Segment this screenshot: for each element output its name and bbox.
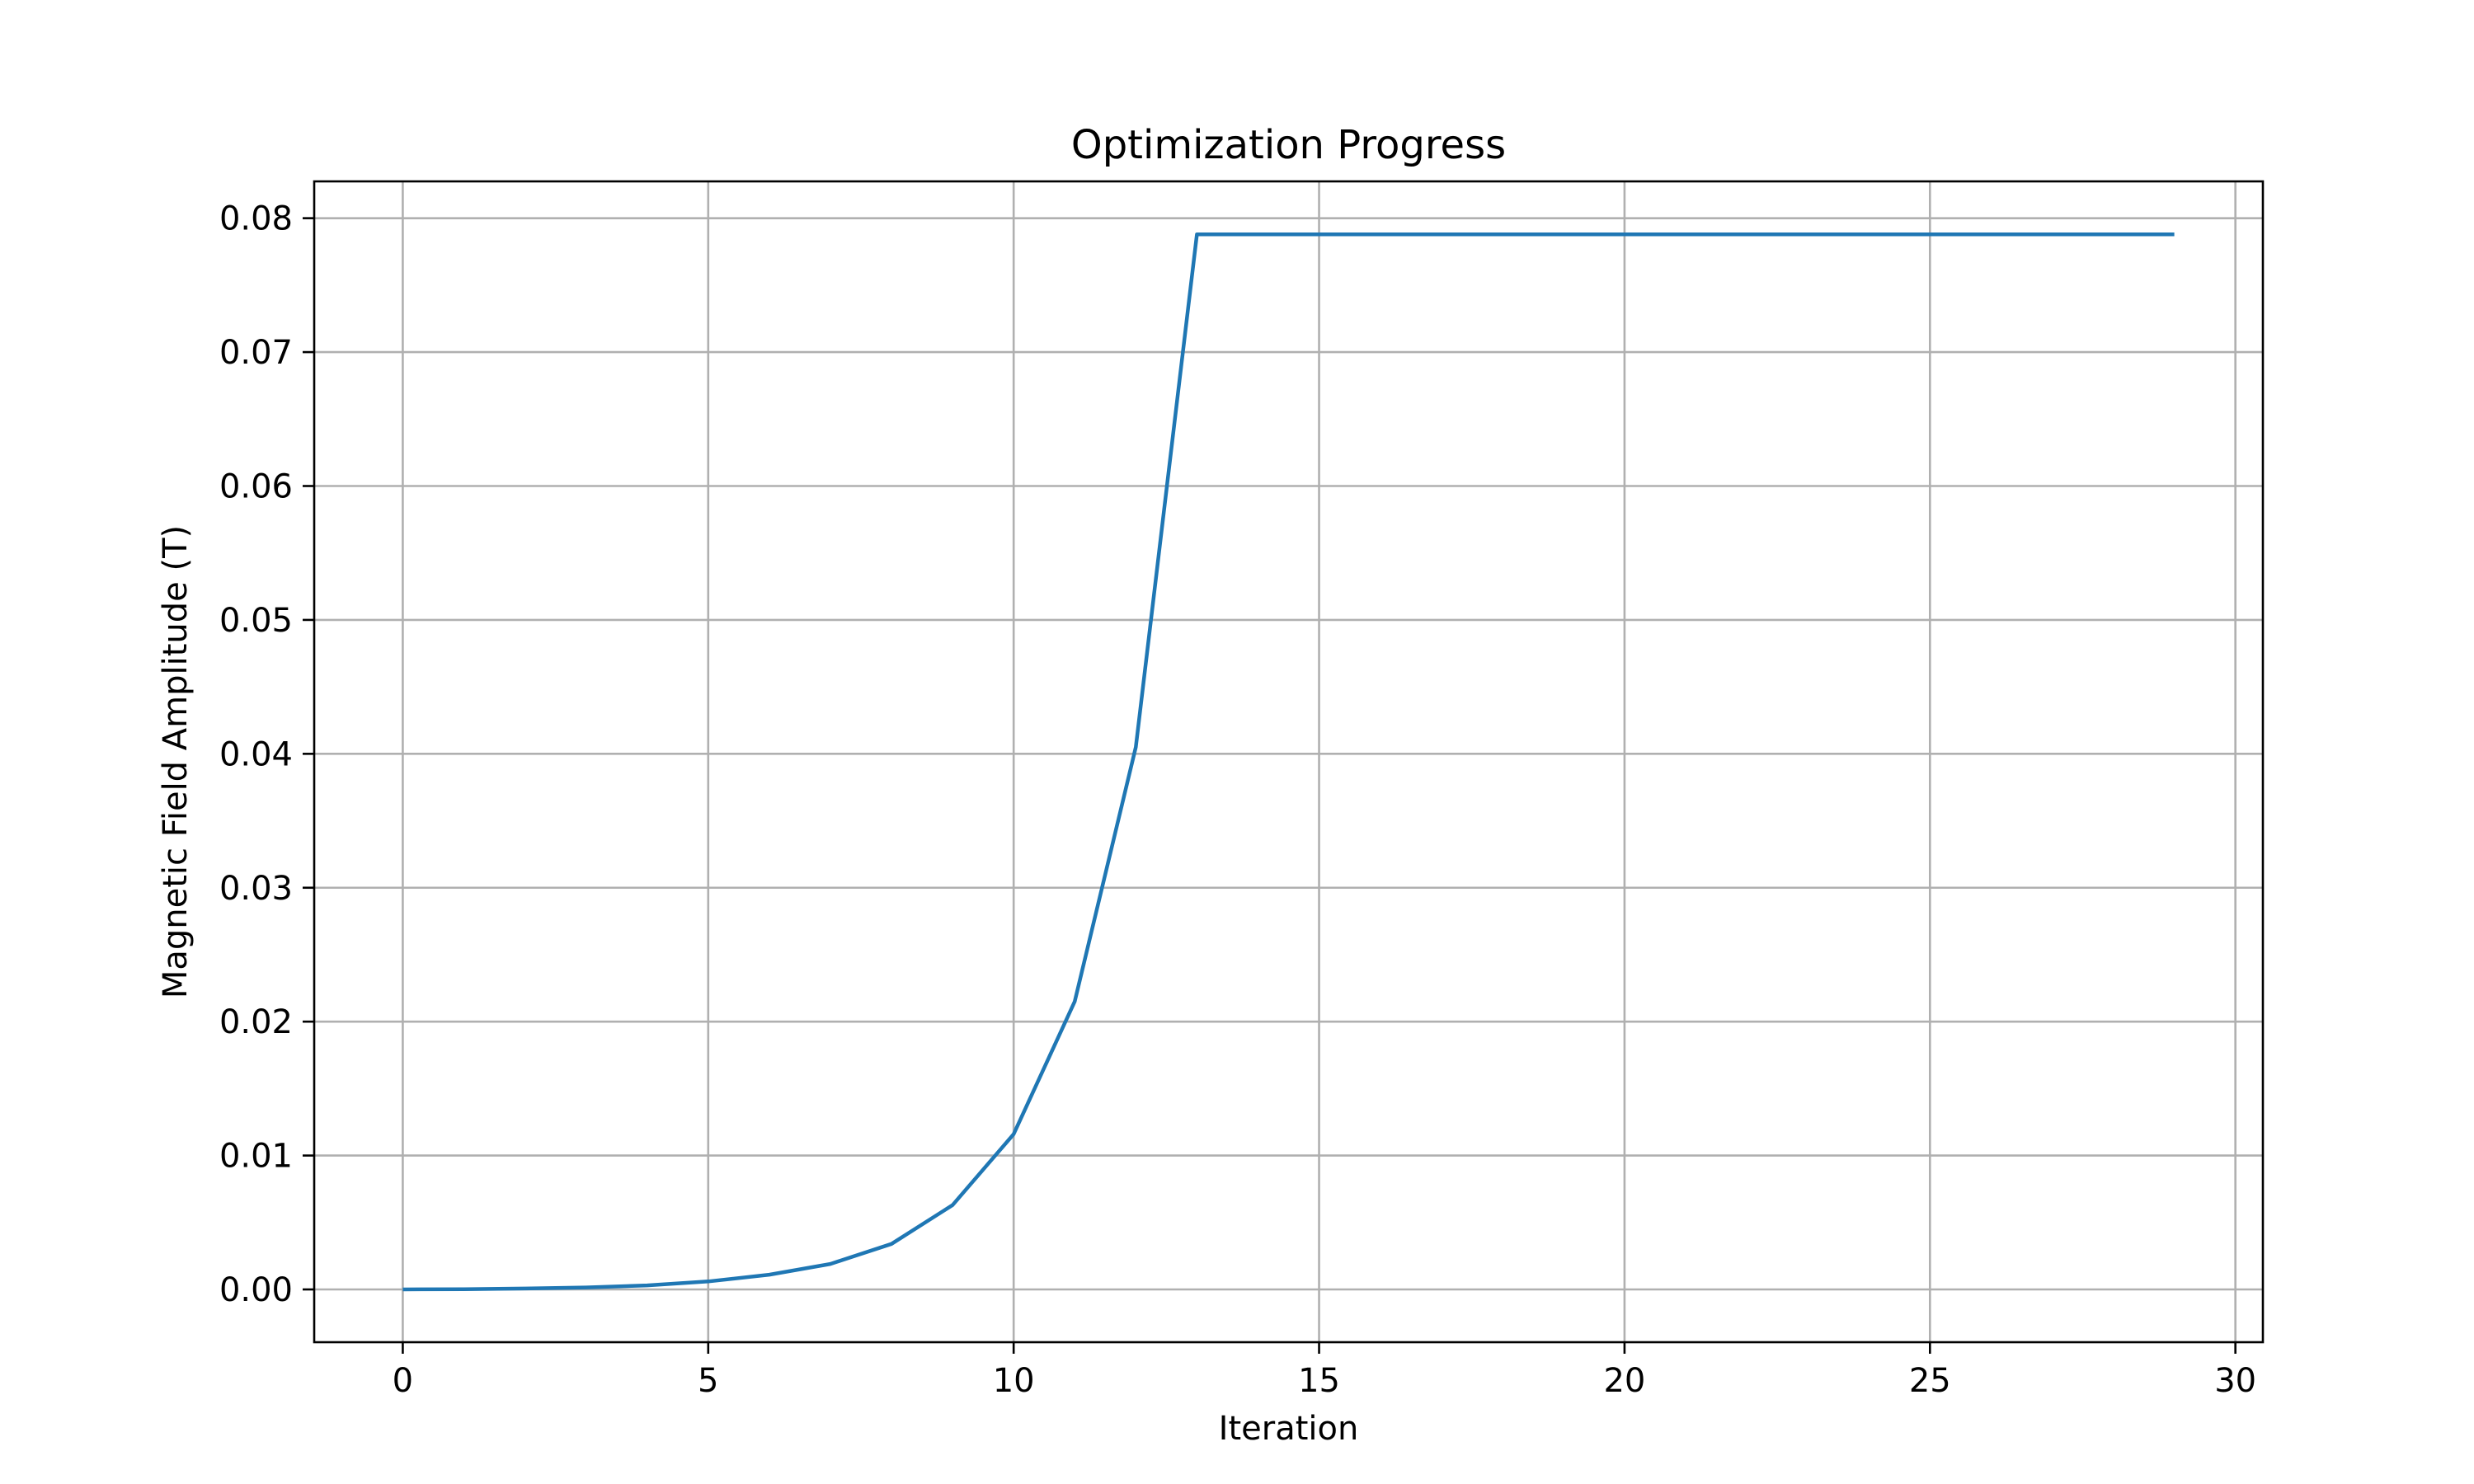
y-tick-label: 0.00	[219, 1271, 293, 1309]
y-axis-label: Magnetic Field Amplitude (T)	[157, 525, 195, 998]
series-line-0	[402, 232, 2175, 1292]
x-axis-label: Iteration	[1219, 1410, 1359, 1448]
chart-title: Optimization Progress	[1071, 122, 1506, 168]
y-ticks: 0.00 0.01 0.02 0.03 0.04 0.05 0.06 0.07 0.08	[219, 200, 314, 1309]
axes-frame	[313, 180, 2265, 1344]
y-tick-label: 0.06	[219, 468, 293, 506]
y-tick-label: 0.05	[219, 602, 293, 640]
grid-lines	[314, 181, 2263, 1342]
x-tick-label: 20	[1603, 1362, 1645, 1400]
y-tick-label: 0.02	[219, 1003, 293, 1041]
y-tick-label: 0.08	[219, 200, 293, 238]
y-tick-label: 0.04	[219, 735, 293, 773]
series-layer	[402, 232, 2175, 1292]
y-tick-label: 0.07	[219, 334, 293, 372]
x-tick-label: 25	[1909, 1362, 1951, 1400]
x-tick-label: 5	[698, 1362, 718, 1400]
y-tick-label: 0.03	[219, 870, 293, 908]
x-ticks: 0 5 10 15 20 25 30	[393, 1342, 2256, 1400]
x-tick-label: 0	[393, 1362, 413, 1400]
y-tick-label: 0.01	[219, 1138, 293, 1176]
x-tick-label: 10	[993, 1362, 1035, 1400]
x-tick-label: 30	[2214, 1362, 2256, 1400]
x-tick-label: 15	[1298, 1362, 1340, 1400]
